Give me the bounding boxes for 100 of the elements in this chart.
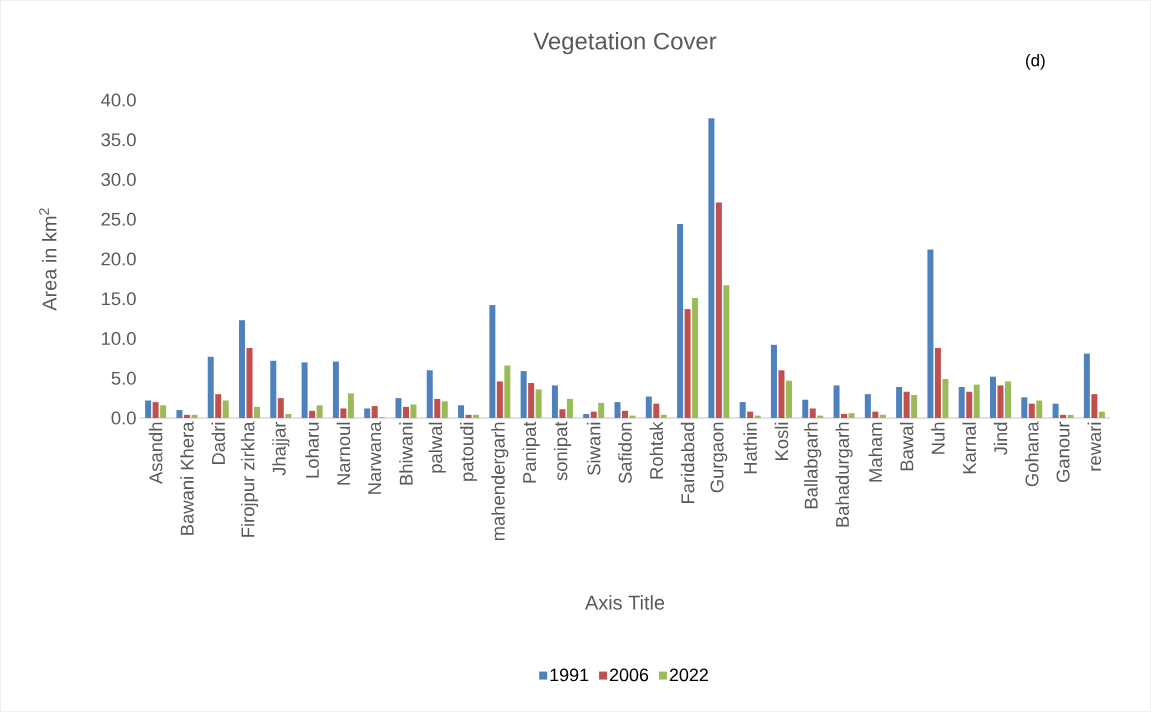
- text: (d): [1026, 53, 1045, 70]
- y-tick-label: 30.0: [101, 172, 136, 187]
- x-tick-label: Jind: [993, 422, 1008, 456]
- bar: [660, 414, 667, 418]
- bar: [458, 405, 465, 418]
- legend-label: 2006: [609, 668, 649, 682]
- bar: [332, 361, 339, 418]
- bar: [614, 402, 621, 418]
- bar: [677, 224, 684, 418]
- x-tick-label: Narwana: [368, 421, 382, 494]
- bar: [645, 396, 652, 418]
- x-tick-label: Faridabad: [680, 422, 695, 503]
- bar: [489, 305, 496, 418]
- bar: [958, 386, 965, 418]
- bar: [551, 385, 558, 418]
- bar: [160, 405, 167, 418]
- bar: [316, 405, 323, 418]
- bar: [1021, 397, 1028, 418]
- x-tick-label: Hathin: [743, 422, 757, 474]
- x-tick-label: Asandh: [148, 422, 163, 484]
- legend-label: 2022: [669, 668, 708, 682]
- x-tick-label: Bawal: [899, 422, 914, 471]
- bar: [833, 385, 840, 418]
- x-tick-label: rewari: [1087, 422, 1102, 471]
- x-tick-label: Maham: [868, 422, 883, 482]
- bar: [309, 410, 316, 418]
- x-tick-label: Firojpur zirkha: [240, 421, 259, 537]
- y-tick-label: 40.0: [101, 93, 136, 107]
- bar: [872, 411, 879, 418]
- bar: [270, 360, 277, 418]
- bar: [1083, 353, 1090, 418]
- bar: [708, 118, 715, 418]
- bar: [927, 249, 934, 418]
- bar: [246, 348, 253, 418]
- bar: [145, 400, 152, 418]
- x-tick-label: Ballabgarh: [804, 422, 822, 509]
- bar: [222, 400, 229, 418]
- bar: [1036, 400, 1043, 418]
- bar: [528, 383, 535, 418]
- x-tick-label: Jhajjar: [272, 421, 290, 476]
- bar: [347, 393, 354, 418]
- bar: [277, 398, 284, 418]
- bar: [809, 408, 816, 418]
- x-tick-label: Gohana: [1025, 421, 1039, 487]
- bar: [879, 414, 886, 418]
- x-tick-label: Panipat: [522, 421, 540, 483]
- x-tick-label: mahendergarh: [491, 422, 509, 541]
- bar: [371, 406, 378, 418]
- bar: [183, 414, 190, 418]
- x-tick-label: Bahadurgarh: [835, 422, 853, 527]
- bar: [864, 394, 871, 418]
- bar: [254, 406, 261, 418]
- bar: [1098, 411, 1105, 418]
- bar: [692, 297, 699, 418]
- bar: [1004, 381, 1011, 418]
- x-tick-label: Siwani: [586, 422, 601, 475]
- bar: [191, 414, 198, 418]
- bar: [152, 402, 159, 418]
- bar: [402, 406, 409, 418]
- bar: [364, 408, 371, 418]
- bar: [1091, 394, 1098, 418]
- x-tick-label: Safidon: [618, 422, 632, 484]
- x-tick-label: Bawani Khera: [180, 421, 194, 535]
- bar: [723, 285, 730, 418]
- bar: [426, 370, 433, 418]
- x-tick-label: patoudi: [459, 422, 478, 481]
- x-tick-label: palwal: [428, 422, 446, 473]
- x-tick-label: Nuh: [931, 422, 945, 454]
- x-tick-label: sonipat: [553, 421, 572, 481]
- x-axis-title: Axis Title: [585, 595, 665, 610]
- y-tick-label: 20.0: [101, 252, 136, 266]
- x-tick-label: Kosli: [774, 422, 789, 460]
- bar: [653, 403, 660, 418]
- bar: [215, 394, 222, 418]
- bar: [778, 370, 785, 418]
- bar: [1052, 403, 1059, 418]
- bar: [395, 398, 402, 418]
- bar: [934, 348, 941, 418]
- bar: [896, 386, 903, 418]
- bar: [848, 413, 855, 418]
- bar: [802, 399, 809, 418]
- bar: [903, 391, 910, 418]
- y-axis-title: Area in km$^{2}$: [39, 208, 57, 311]
- bar: [1060, 414, 1067, 418]
- y-tick-label: 25.0: [101, 212, 136, 226]
- x-tick-label: Rohtak: [649, 421, 664, 479]
- bar: [997, 385, 1004, 418]
- bar: [684, 309, 691, 418]
- bar: [176, 410, 183, 418]
- bar: [465, 414, 472, 418]
- bar: [473, 414, 480, 418]
- bar: [535, 389, 542, 418]
- bar: [785, 380, 792, 418]
- x-tick-label: Karnal: [962, 422, 976, 474]
- bar: [520, 371, 527, 418]
- bar: [410, 404, 417, 418]
- bar: [942, 379, 949, 418]
- bar: [566, 398, 573, 418]
- y-tick-label: 0.0: [111, 411, 136, 425]
- bar: [1067, 414, 1074, 418]
